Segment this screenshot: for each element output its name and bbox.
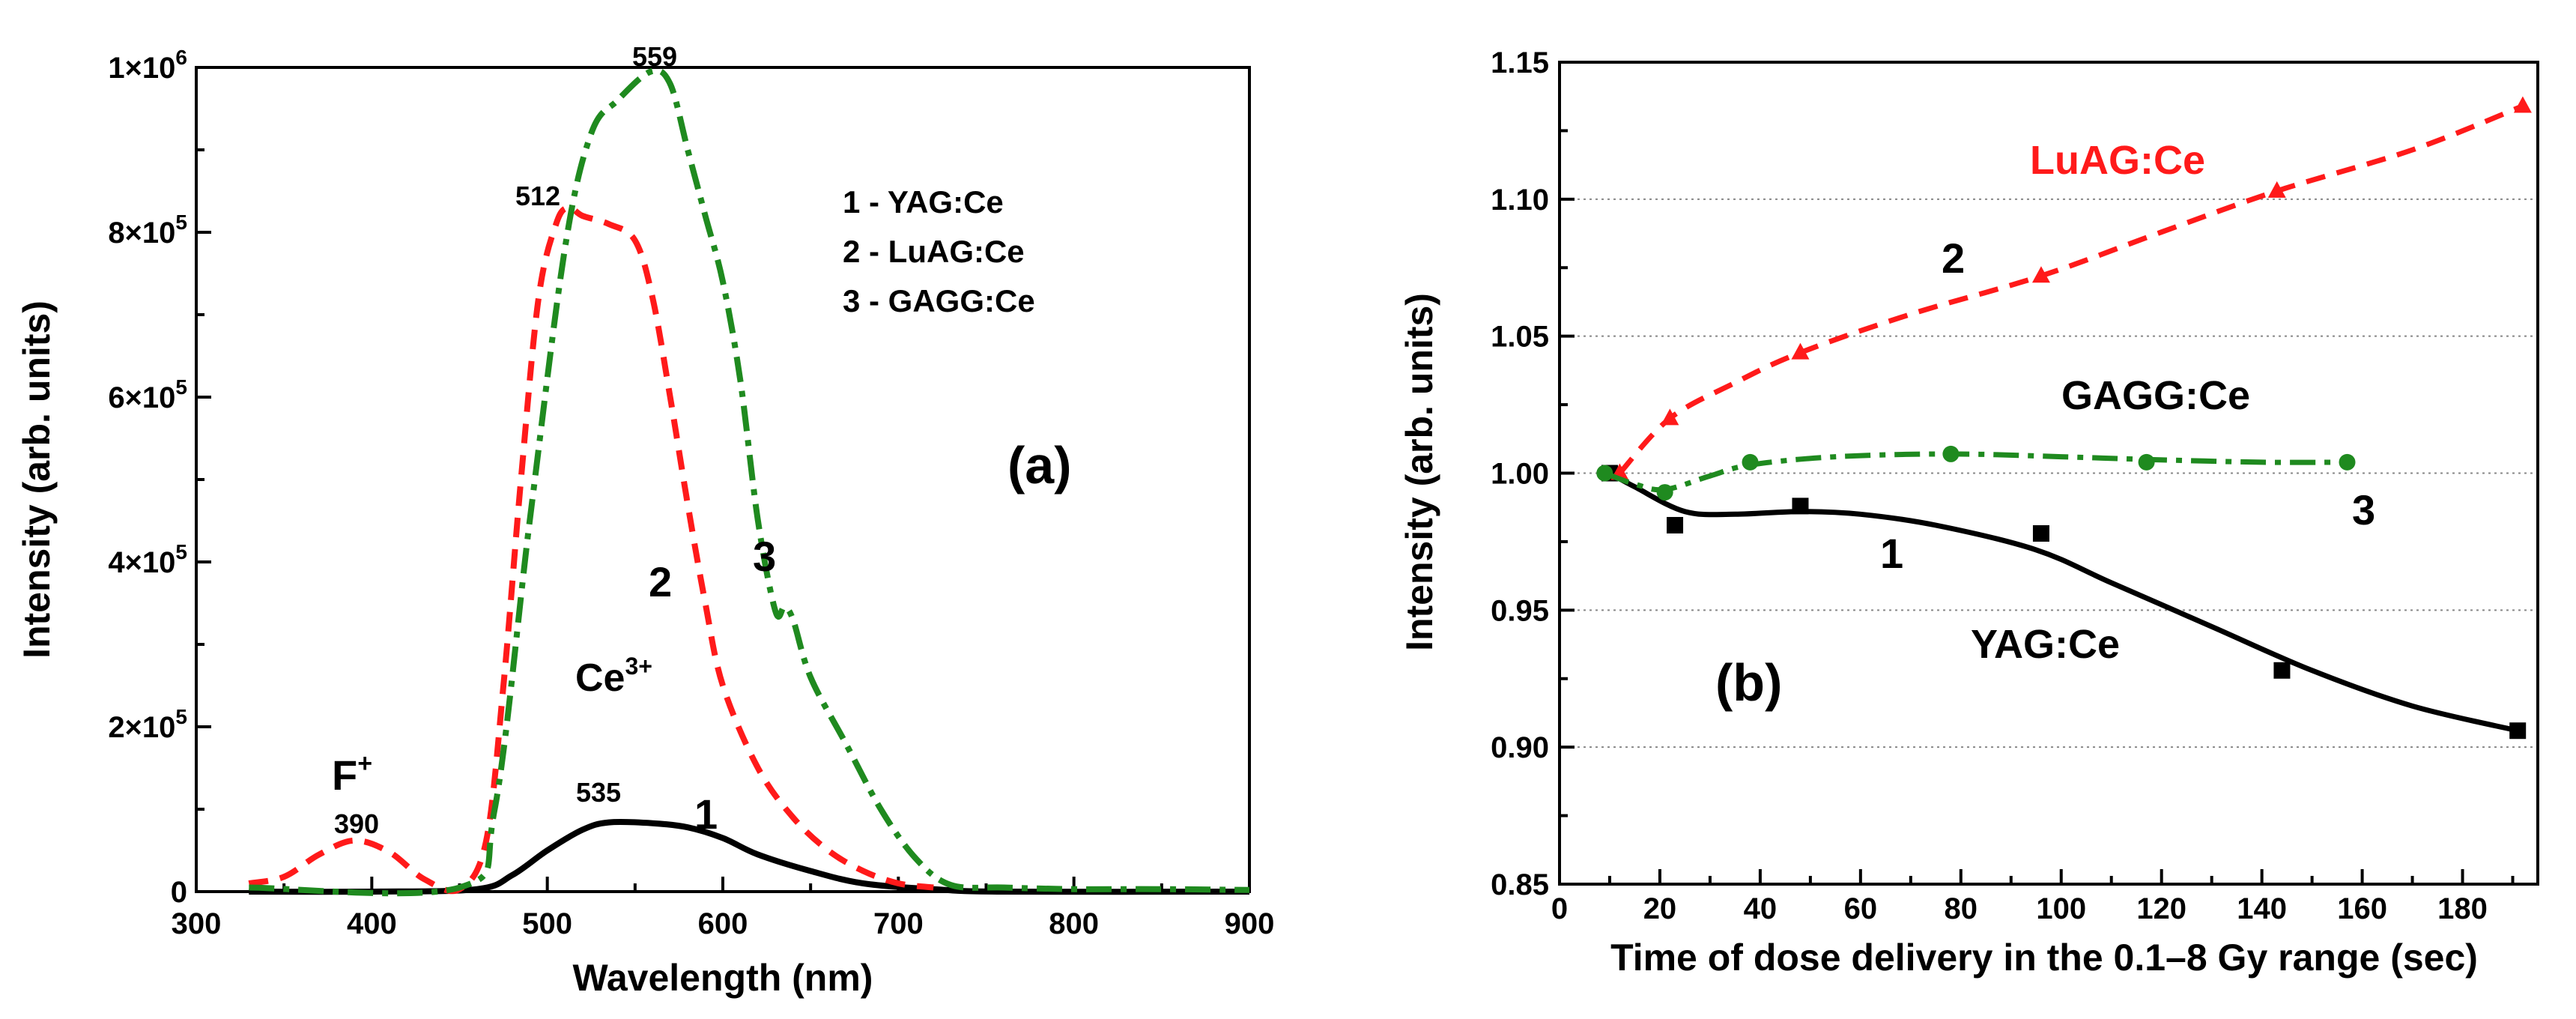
panel-b-ticks bbox=[1558, 61, 2515, 886]
b-y-tick-label: 0.90 bbox=[1491, 731, 1549, 764]
b-marker-gagg-ce bbox=[2339, 453, 2356, 471]
panel-a-legend: 1 - YAG:Ce 2 - LuAG:Ce 3 - GAGG:Ce bbox=[843, 184, 1035, 318]
panel-a-y-tick-labels: 0 2×105 4×105 6×105 8×105 1×106 bbox=[108, 46, 187, 909]
b-x-tick-label: 100 bbox=[2036, 892, 2086, 925]
b-x-tick-label: 140 bbox=[2237, 892, 2287, 925]
b-marker-luag-ce bbox=[2031, 266, 2050, 283]
legend-item-luag: 2 - LuAG:Ce bbox=[843, 234, 1025, 269]
series-line-yag-ce bbox=[249, 818, 1250, 895]
b-series-number-3: 3 bbox=[2352, 486, 2375, 533]
panel-a-y-axis-title: Intensity (arb. units) bbox=[16, 300, 58, 659]
gagg-name-label: GAGG:Ce bbox=[2061, 373, 2250, 418]
b-marker-gagg-ce bbox=[1742, 453, 1759, 471]
b-marker-yag-ce bbox=[1667, 516, 1684, 533]
f-center-label: F+ bbox=[332, 749, 372, 799]
b-marker-luag-ce bbox=[2267, 181, 2286, 198]
a-x-tick-label: 800 bbox=[1049, 907, 1099, 940]
a-y-tick-label: 2×105 bbox=[108, 705, 187, 744]
series-line-gagg-ce bbox=[249, 67, 1250, 897]
peak-label-535: 535 bbox=[576, 777, 621, 808]
b-y-tick-label: 1.10 bbox=[1491, 184, 1549, 217]
peak-label-559: 559 bbox=[632, 41, 677, 72]
panel-a-spectra: 300 400 500 600 700 800 900 0 2×105 4×105 6×105 8×… bbox=[16, 41, 1274, 999]
a-y-tick-label: 0 bbox=[171, 876, 187, 909]
b-marker-gagg-ce bbox=[2138, 453, 2155, 471]
b-x-tick-label: 180 bbox=[2437, 892, 2488, 925]
b-marker-gagg-ce bbox=[1656, 484, 1673, 501]
b-x-tick-label: 20 bbox=[1643, 892, 1677, 925]
panel-b-dose-response: 0 20 40 60 80 100 120 140 160 180 0.85 0.90 0.95 1.0… bbox=[1398, 46, 2539, 979]
b-series-number-2: 2 bbox=[1942, 235, 1965, 282]
panel-b-y-axis-title: Intensity (arb. units) bbox=[1398, 293, 1440, 651]
a-x-tick-label: 700 bbox=[873, 907, 924, 940]
b-x-tick-label: 120 bbox=[2136, 892, 2186, 925]
series-line-luag-ce bbox=[248, 204, 934, 895]
panel-b-series bbox=[1596, 96, 2532, 740]
b-series-line-gagg-ce bbox=[1604, 451, 2348, 493]
b-marker-luag-ce bbox=[1661, 408, 1679, 426]
series-number-1: 1 bbox=[694, 790, 718, 838]
a-y-tick-label: 6×105 bbox=[108, 375, 187, 414]
panel-b-y-tick-labels: 0.85 0.90 0.95 1.00 1.05 1.10 1.15 bbox=[1491, 46, 1549, 901]
b-marker-luag-ce bbox=[2513, 96, 2532, 113]
b-x-tick-label: 0 bbox=[1551, 892, 1568, 925]
peak-label-390: 390 bbox=[334, 808, 379, 839]
b-y-tick-label: 1.05 bbox=[1491, 321, 1549, 354]
a-x-tick-label: 500 bbox=[522, 907, 572, 940]
b-marker-gagg-ce bbox=[1596, 465, 1613, 482]
panel-b-label: (b) bbox=[1715, 653, 1782, 712]
panel-a-series bbox=[248, 67, 1250, 897]
b-marker-gagg-ce bbox=[1942, 445, 1960, 462]
b-marker-yag-ce bbox=[2273, 662, 2291, 679]
b-y-tick-label: 1.00 bbox=[1491, 458, 1549, 491]
peak-label-512: 512 bbox=[515, 181, 560, 211]
a-x-tick-label: 300 bbox=[172, 907, 222, 940]
b-x-tick-label: 80 bbox=[1945, 892, 1978, 925]
panel-a-label: (a) bbox=[1007, 436, 1072, 495]
b-series-line-luag-ce bbox=[1617, 103, 2524, 475]
panel-a-x-axis-title: Wavelength (nm) bbox=[573, 957, 873, 999]
b-marker-yag-ce bbox=[2032, 524, 2049, 542]
b-x-tick-label: 40 bbox=[1744, 892, 1778, 925]
panel-b-x-tick-labels: 0 20 40 60 80 100 120 140 160 180 bbox=[1551, 892, 2488, 925]
b-y-tick-label: 1.15 bbox=[1491, 46, 1549, 79]
b-y-tick-label: 0.85 bbox=[1491, 868, 1549, 901]
b-y-tick-label: 0.95 bbox=[1491, 594, 1549, 627]
a-y-tick-label: 4×105 bbox=[108, 540, 187, 579]
a-x-tick-label: 600 bbox=[698, 907, 748, 940]
b-marker-yag-ce bbox=[2509, 722, 2527, 740]
a-x-tick-label: 900 bbox=[1225, 907, 1275, 940]
b-x-tick-label: 160 bbox=[2337, 892, 2387, 925]
b-x-tick-label: 60 bbox=[1844, 892, 1878, 925]
ce-label: Ce3+ bbox=[575, 653, 652, 700]
b-series-line-yag-ce bbox=[1608, 471, 2519, 734]
series-number-3: 3 bbox=[753, 533, 776, 580]
luag-name-label: LuAG:Ce bbox=[2030, 138, 2205, 183]
panel-b-plot-frame bbox=[1558, 61, 2539, 886]
b-series-number-1: 1 bbox=[1880, 530, 1903, 577]
panel-b-x-axis-title: Time of dose delivery in the 0.1–8 Gy ra… bbox=[1610, 937, 2478, 979]
legend-item-yag: 1 - YAG:Ce bbox=[843, 184, 1004, 220]
panel-a-x-tick-labels: 300 400 500 600 700 800 900 bbox=[172, 907, 1275, 940]
legend-item-gagg: 3 - GAGG:Ce bbox=[843, 283, 1035, 318]
b-marker-yag-ce bbox=[1792, 498, 1809, 515]
series-number-2: 2 bbox=[649, 558, 672, 605]
yag-name-label: YAG:Ce bbox=[1971, 622, 2120, 667]
a-y-tick-label: 1×106 bbox=[108, 46, 187, 85]
a-y-tick-label: 8×105 bbox=[108, 211, 187, 250]
a-x-tick-label: 400 bbox=[347, 907, 397, 940]
b-marker-luag-ce bbox=[1791, 342, 1810, 360]
